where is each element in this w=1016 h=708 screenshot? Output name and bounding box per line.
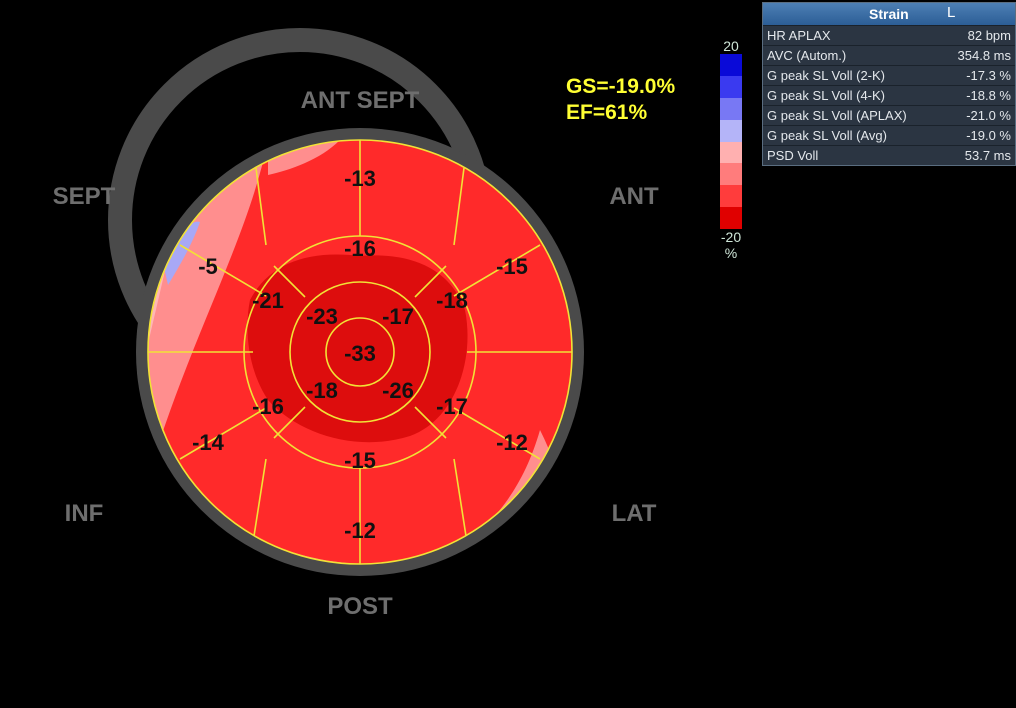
scale-swatch: [720, 97, 742, 120]
scale-unit-label: %: [724, 245, 738, 262]
segment-apical-ant: -17: [382, 304, 414, 329]
segment-mid-lat: -17: [436, 394, 468, 419]
segment-apex: -33: [344, 341, 376, 366]
global-strain-readout: GS=-19.0%: [566, 75, 676, 98]
wall-label-lat: LAT: [612, 500, 657, 527]
global-summary: GS=-19.0% EF=61%: [566, 74, 675, 126]
segment-mid-ant-sept: -16: [344, 236, 376, 261]
panel-header[interactable]: Strain L: [763, 3, 1015, 25]
panel-row-value: -21.0 %: [966, 108, 1011, 123]
scale-min-label: -20: [720, 229, 742, 246]
wall-label-sept: SEPT: [53, 183, 116, 210]
segment-mid-inf: -16: [252, 394, 284, 419]
panel-row-key: G peak SL Voll (APLAX): [767, 108, 907, 123]
segment-apical-inf: -18: [306, 378, 338, 403]
scale-swatch: [720, 141, 742, 164]
panel-title: Strain: [869, 6, 909, 22]
segment-basal-lat: -12: [496, 430, 528, 455]
panel-row-key: PSD Voll: [767, 148, 819, 163]
segment-basal-post: -12: [344, 518, 376, 543]
panel-row: G peak SL Voll (4-K) -18.8 %: [763, 85, 1015, 105]
wall-label-post: POST: [327, 593, 393, 620]
ejection-fraction-readout: EF=61%: [566, 101, 648, 124]
scale-swatch: [720, 185, 742, 208]
scale-color-bar: [720, 54, 742, 230]
segment-grid: [147, 139, 573, 565]
panel-row-value: -17.3 %: [966, 68, 1011, 83]
scale-swatch: [720, 207, 742, 230]
panel-row-key: G peak SL Voll (Avg): [767, 128, 887, 143]
wall-label-ant-sept: ANT SEPT: [301, 87, 420, 114]
scale-swatch: [720, 54, 742, 76]
panel-row-key: G peak SL Voll (4-K): [767, 88, 886, 103]
strain-results-panel: Strain L HR APLAX 82 bpm AVC (Autom.) 354.8…: [762, 2, 1016, 166]
scale-max-label: 20: [723, 38, 739, 54]
panel-row: G peak SL Voll (APLAX) -21.0 %: [763, 105, 1015, 125]
wall-label-ant: ANT: [609, 183, 659, 210]
panel-row: G peak SL Voll (Avg) -19.0 %: [763, 125, 1015, 145]
wall-label-inf: INF: [65, 500, 104, 527]
segment-basal-ant: -15: [496, 254, 528, 279]
panel-row-key: HR APLAX: [767, 28, 831, 43]
panel-row-value: 354.8 ms: [957, 48, 1011, 63]
panel-view-indicator: L: [947, 4, 956, 21]
segment-mid-post: -15: [344, 448, 376, 473]
panel-row: PSD Voll 53.7 ms: [763, 145, 1015, 165]
scale-swatch: [720, 119, 742, 142]
scale-swatch: [720, 163, 742, 186]
segment-apical-sept: -23: [306, 304, 338, 329]
panel-row: AVC (Autom.) 354.8 ms: [763, 45, 1015, 65]
segment-basal-ant-sept: -13: [344, 166, 376, 191]
segment-apical-lat: -26: [382, 378, 414, 403]
panel-row-key: AVC (Autom.): [767, 48, 847, 63]
segment-mid-sept: -21: [252, 288, 284, 313]
panel-row: G peak SL Voll (2-K) -17.3 %: [763, 65, 1015, 85]
color-scale: 20 -20 %: [716, 38, 750, 261]
panel-row: HR APLAX 82 bpm: [763, 25, 1015, 45]
scale-swatch: [720, 75, 742, 98]
panel-row-key: G peak SL Voll (2-K): [767, 68, 886, 83]
panel-row-value: 53.7 ms: [964, 148, 1011, 163]
segment-mid-ant: -18: [436, 288, 468, 313]
segment-basal-sept: -5: [198, 254, 218, 279]
segment-basal-inf: -14: [192, 430, 225, 455]
panel-row-value: 82 bpm: [967, 28, 1011, 43]
panel-row-value: -19.0 %: [966, 128, 1011, 143]
panel-row-value: -18.8 %: [966, 88, 1011, 103]
